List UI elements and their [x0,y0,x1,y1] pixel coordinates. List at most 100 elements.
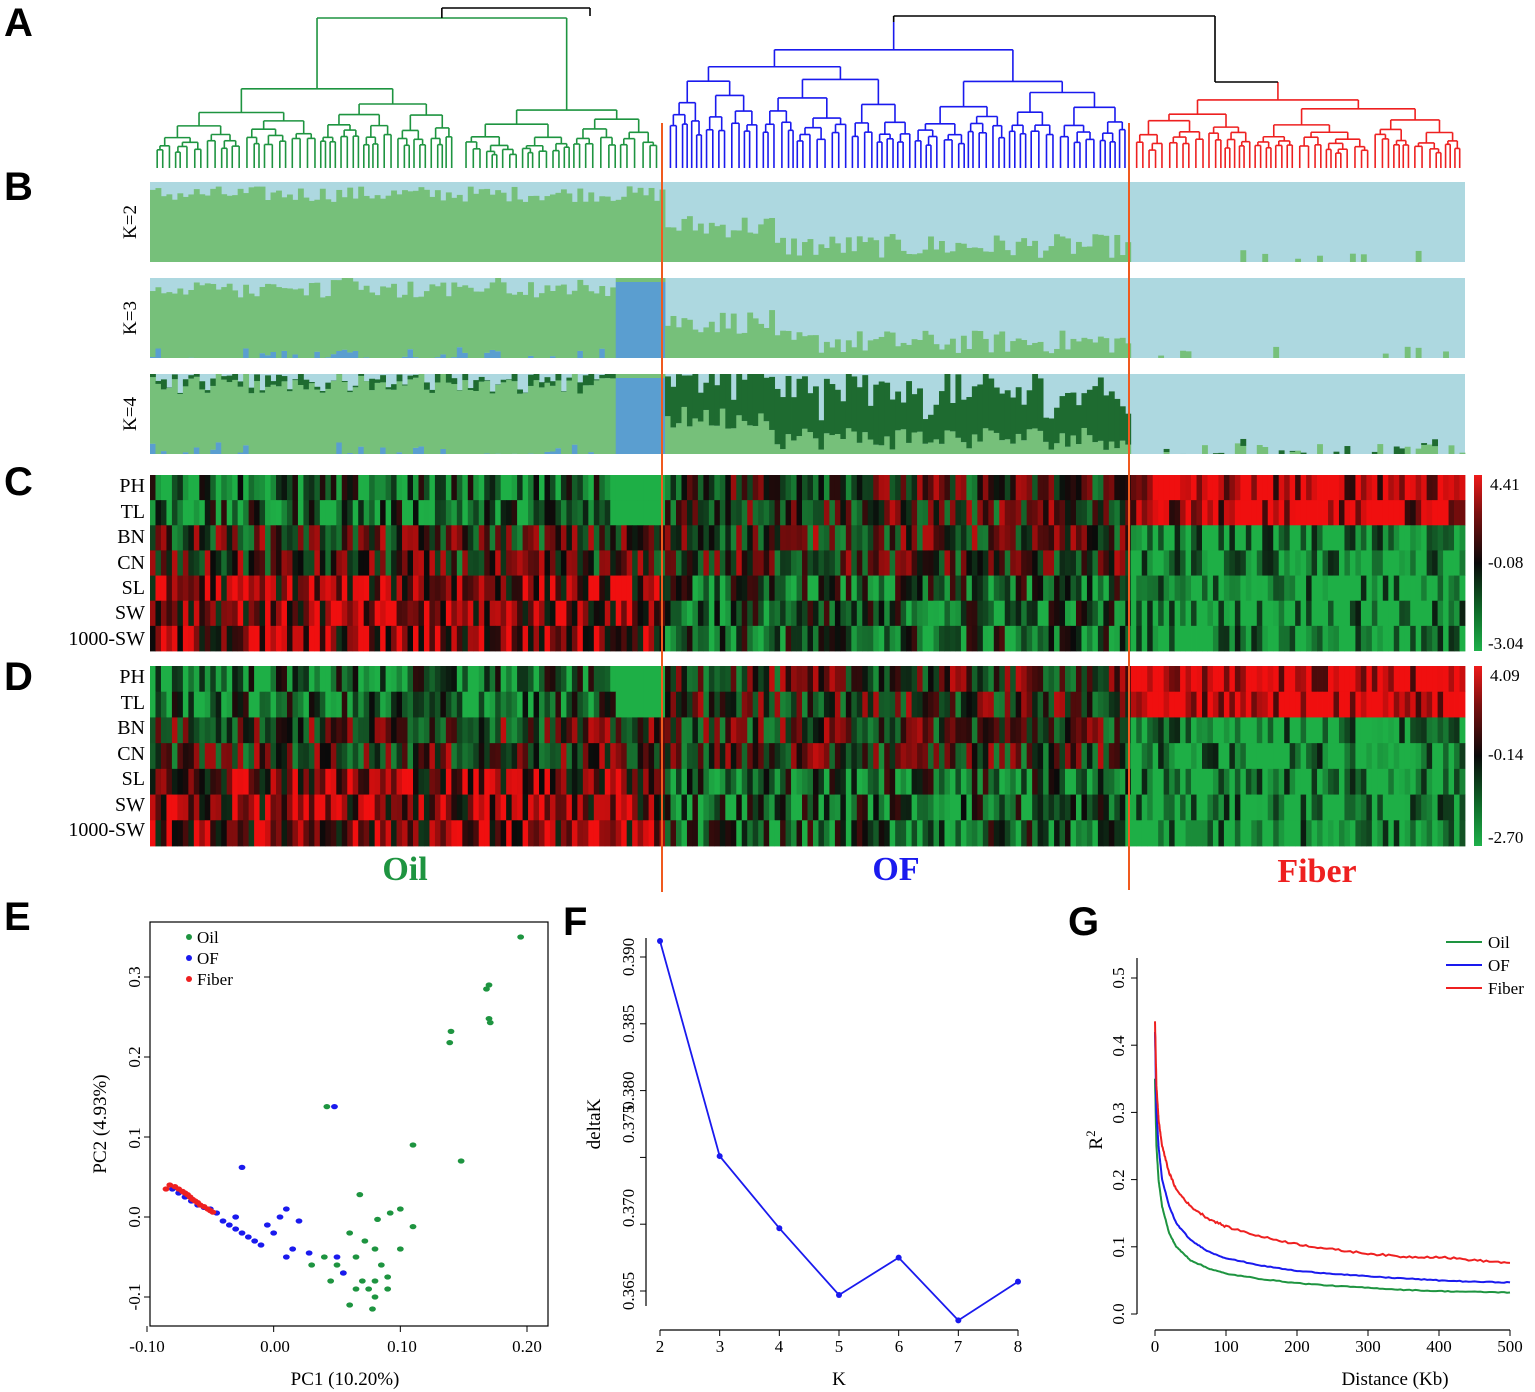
heatmap-cell [1338,820,1345,847]
heatmap-cell [725,475,732,501]
heatmap-cell [544,743,551,770]
heatmap-cell [818,475,825,501]
heatmap-cell [281,475,288,501]
heatmap-cell [922,743,929,770]
heatmap-cell [1338,500,1345,526]
heatmap-cell [259,717,266,744]
heatmap-cell [1388,794,1395,821]
color-scale-d [1474,666,1482,846]
heatmap-cell [188,794,195,821]
heatmap-cell [1284,717,1291,744]
heatmap-cell [423,666,430,693]
heatmap-cell [577,600,584,627]
structure-bar [270,284,277,352]
heatmap-cell [1163,743,1170,770]
heatmap-cell [599,525,606,551]
heatmap-cell [549,525,556,551]
structure-bar [840,352,847,358]
heatmap-cell [1229,575,1236,602]
heatmap-cell [922,575,929,602]
heatmap-cell [1054,743,1060,770]
heatmap-cell [1207,575,1214,602]
heatmap-cell [834,768,841,795]
heatmap-cell [1443,550,1449,576]
heatmap-cell [1289,525,1296,551]
heatmap-cell [1119,666,1126,693]
heatmap-cell [615,625,622,652]
heatmap-cell [1185,600,1192,627]
heatmap-cell [1015,717,1022,744]
heatmap-cell [413,794,419,821]
heatmap-cell [1333,625,1340,652]
heatmap-cell [319,691,326,718]
heatmap-cell [544,550,551,576]
heatmap-cell [599,550,606,576]
heatmap-cell [1097,475,1104,501]
panel-label-f: F [563,900,587,944]
structure-bar [566,377,573,381]
structure-bar [1081,427,1088,454]
heatmap-cell [336,625,343,652]
heatmap-cell [747,500,754,526]
heatmap-cell [1147,550,1154,576]
heatmap-cell [949,743,956,770]
heatmap-cell [363,794,370,821]
heatmap-cell [604,500,611,526]
heatmap-cell [237,820,244,847]
heatmap-cell [1229,600,1236,627]
heatmap-cell [1081,794,1088,821]
heatmap-cell [429,575,436,602]
legend-fiber-marker [186,976,192,982]
heatmap-cell [511,500,518,526]
heatmap-cell [155,820,162,847]
heatmap-cell [747,625,754,652]
heatmap-cell [593,625,600,652]
heatmap-cell [1317,691,1323,718]
heatmap-cell [380,500,387,526]
heatmap-cell [1289,666,1296,693]
structure-bar [511,381,518,454]
heatmap-cell [829,625,836,652]
structure-bar [637,374,644,378]
heatmap-cell [1256,625,1263,652]
structure-bar [407,191,414,262]
heatmap-cell [988,575,995,602]
heatmap-cell [845,625,852,652]
heatmap-cell [1322,575,1329,602]
heatmap-cell [1371,525,1378,551]
heatmap-cell [555,575,562,602]
heatmap-cell [440,666,447,693]
trait-label: 1000-SW [68,819,145,841]
heatmap-panel-c [150,475,1466,652]
heatmap-cell [719,475,726,501]
heatmap-cell [949,691,956,718]
heatmap-cell [1065,475,1071,501]
heatmap-cell [281,625,288,652]
heatmap-cell [1097,794,1104,821]
heatmap-cell [1207,691,1214,718]
heatmap-cell [944,550,951,576]
legend-oil-label: Oil [197,928,219,947]
structure-bar [1240,438,1247,446]
structure-bar [1059,433,1066,454]
heatmap-cell [1393,691,1400,718]
heatmap-cell [1333,600,1340,627]
structure-bar [193,447,200,454]
heatmap-cell [933,691,940,718]
heatmap-cell [840,666,847,693]
structure-bar [539,200,545,262]
heatmap-cell [845,475,852,501]
heatmap-cell [1130,500,1137,526]
heatmap-cell [599,743,606,770]
structure-bar [889,449,896,454]
heatmap-cell [539,691,545,718]
heatmap-cell [1289,820,1296,847]
heatmap-cell [736,575,743,602]
heatmap-cell [445,794,452,821]
heatmap-cell [1245,500,1252,526]
heatmap-cell [171,625,178,652]
heatmap-cell [380,768,387,795]
heatmap-cell [834,625,841,652]
heatmap-cell [791,691,797,718]
heatmap-cell [1075,666,1082,693]
